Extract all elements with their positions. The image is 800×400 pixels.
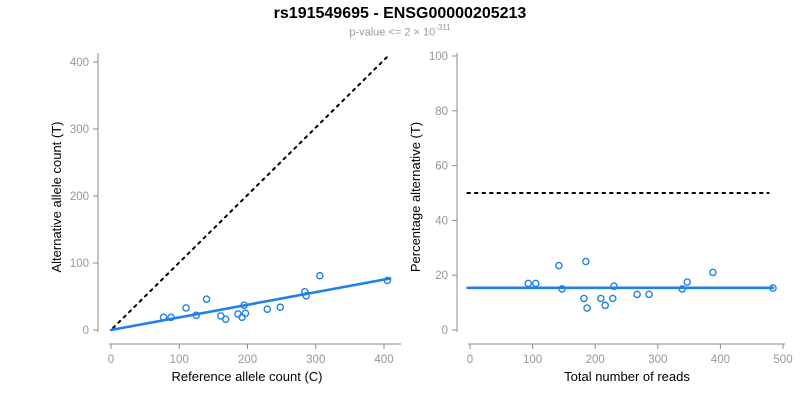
- data-point: [610, 282, 618, 290]
- data-point: [383, 276, 392, 285]
- data-point: [241, 309, 250, 318]
- data-point: [769, 284, 777, 292]
- data-point: [238, 313, 246, 322]
- right-plot: 0 100 200 300 400 500 0 20 40 60 80 100: [429, 51, 793, 366]
- fit-line: [109, 277, 392, 332]
- data-point: [159, 313, 168, 322]
- left-plot: 0 100 200 300 400 0 100 200 300 400: [70, 53, 401, 366]
- data-point: [683, 278, 692, 286]
- left-y-axis-label: Alternative allele count (T): [49, 121, 64, 273]
- data-point: [580, 294, 588, 303]
- data-point: [302, 292, 310, 300]
- x-tick-label: 400: [711, 354, 730, 366]
- data-point: [555, 261, 563, 270]
- data-point: [234, 310, 242, 318]
- y-tick-label: 20: [435, 270, 448, 282]
- x-tick-label: 100: [523, 354, 542, 366]
- data-point: [192, 311, 201, 320]
- data-point: [678, 285, 687, 293]
- right-y-axis-label: Percentage alternative (T): [408, 121, 423, 273]
- x-tick-label: 400: [374, 354, 393, 366]
- data-point: [583, 304, 591, 312]
- x-tick-label: 200: [238, 354, 257, 366]
- data-point: [182, 304, 190, 312]
- data-point: [558, 285, 566, 293]
- y-tick-label: 0: [83, 325, 89, 337]
- pvalue-exponent: -311: [435, 23, 451, 32]
- data-point: [645, 290, 653, 299]
- chart-subtitle: p-value <= 2 × 10-311: [0, 23, 800, 39]
- x-tick-label: 200: [586, 354, 605, 366]
- chart-title: rs191549695 - ENSG00000205213: [273, 5, 527, 22]
- y-tick-label: 60: [435, 161, 448, 173]
- x-tick-label: 0: [108, 354, 114, 366]
- data-point: [608, 294, 617, 303]
- data-point: [601, 301, 610, 310]
- x-tick-label: 300: [648, 354, 667, 366]
- data-point: [202, 295, 211, 303]
- right-x-axis-label: Total number of reads: [564, 369, 690, 384]
- y-tick-label: 400: [70, 57, 89, 69]
- x-tick-label: 0: [467, 354, 473, 366]
- left-x-axis-label: Reference allele count (C): [171, 369, 323, 384]
- data-point: [582, 257, 590, 266]
- data-point: [316, 271, 324, 280]
- x-tick-label: 300: [306, 354, 325, 366]
- data-point: [531, 279, 540, 288]
- y-tick-label: 100: [429, 51, 448, 63]
- x-tick-label: 100: [170, 354, 189, 366]
- y-tick-label: 0: [442, 325, 448, 337]
- data-point: [597, 294, 605, 303]
- y-tick-label: 300: [70, 124, 89, 136]
- y-tick-label: 100: [70, 258, 89, 270]
- x-tick-label: 500: [773, 354, 792, 366]
- data-point: [524, 279, 533, 288]
- y-tick-label: 200: [70, 191, 89, 203]
- pvalue-text: p-value <= 2 × 10: [349, 26, 436, 39]
- data-point: [240, 301, 248, 310]
- data-point: [709, 268, 717, 277]
- data-point: [167, 313, 175, 322]
- y-tick-label: 40: [435, 215, 448, 227]
- data-point: [276, 303, 285, 312]
- y-tick-label: 80: [435, 106, 448, 118]
- data-point: [301, 288, 309, 296]
- data-point: [263, 305, 272, 314]
- data-point: [633, 290, 641, 299]
- data-point: [221, 315, 230, 324]
